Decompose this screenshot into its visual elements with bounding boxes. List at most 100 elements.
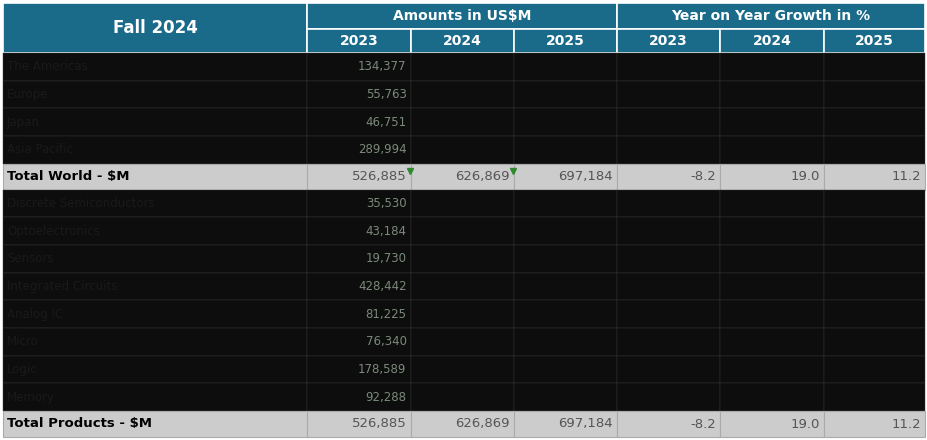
Bar bbox=[719, 29, 822, 53]
Text: Micro: Micro bbox=[7, 335, 39, 348]
Text: Total World - $M: Total World - $M bbox=[7, 170, 130, 183]
Text: 11.2: 11.2 bbox=[891, 170, 920, 183]
Bar bbox=[616, 53, 719, 81]
Bar bbox=[822, 245, 924, 273]
Bar bbox=[822, 356, 924, 383]
Bar bbox=[616, 190, 719, 217]
Text: 19.0: 19.0 bbox=[790, 418, 819, 430]
Bar bbox=[822, 164, 924, 190]
Bar bbox=[410, 301, 514, 328]
Bar bbox=[3, 328, 307, 356]
Text: 35,530: 35,530 bbox=[365, 197, 406, 210]
Text: Fall 2024: Fall 2024 bbox=[112, 19, 197, 37]
Text: 697,184: 697,184 bbox=[558, 418, 613, 430]
Bar bbox=[307, 328, 410, 356]
Bar bbox=[307, 301, 410, 328]
Bar bbox=[616, 136, 719, 164]
Bar bbox=[307, 81, 410, 108]
Bar bbox=[410, 136, 514, 164]
Bar bbox=[719, 53, 822, 81]
Bar bbox=[307, 136, 410, 164]
Bar bbox=[514, 108, 616, 136]
Bar bbox=[822, 81, 924, 108]
Bar bbox=[616, 411, 719, 437]
Bar bbox=[3, 245, 307, 273]
Bar bbox=[410, 81, 514, 108]
Text: Europe: Europe bbox=[7, 88, 48, 101]
Text: 2024: 2024 bbox=[752, 34, 791, 48]
Bar bbox=[3, 136, 307, 164]
Bar bbox=[514, 411, 616, 437]
Text: 2023: 2023 bbox=[649, 34, 687, 48]
Bar bbox=[514, 136, 616, 164]
Bar bbox=[616, 29, 719, 53]
Bar bbox=[719, 108, 822, 136]
Text: Japan: Japan bbox=[7, 116, 40, 128]
Text: 19,730: 19,730 bbox=[365, 252, 406, 265]
Bar bbox=[616, 217, 719, 245]
Bar bbox=[616, 3, 924, 29]
Bar bbox=[514, 81, 616, 108]
Bar bbox=[307, 273, 410, 301]
Bar bbox=[410, 328, 514, 356]
Text: Memory: Memory bbox=[7, 391, 55, 403]
Bar bbox=[307, 3, 616, 29]
Text: Amounts in US$M: Amounts in US$M bbox=[392, 9, 531, 23]
Text: 526,885: 526,885 bbox=[351, 418, 406, 430]
Bar bbox=[822, 328, 924, 356]
Bar bbox=[410, 356, 514, 383]
Bar bbox=[307, 29, 410, 53]
Text: 178,589: 178,589 bbox=[358, 363, 406, 376]
Bar bbox=[822, 108, 924, 136]
Bar bbox=[822, 217, 924, 245]
Bar bbox=[719, 301, 822, 328]
Bar bbox=[307, 356, 410, 383]
Bar bbox=[307, 245, 410, 273]
Bar bbox=[3, 217, 307, 245]
Bar bbox=[410, 273, 514, 301]
Bar bbox=[410, 190, 514, 217]
Bar bbox=[616, 301, 719, 328]
Bar bbox=[410, 383, 514, 411]
Text: Analog IC: Analog IC bbox=[7, 308, 63, 321]
Bar bbox=[616, 164, 719, 190]
Text: Discrete Semiconductors: Discrete Semiconductors bbox=[7, 197, 155, 210]
Bar bbox=[514, 217, 616, 245]
Bar bbox=[410, 217, 514, 245]
Text: The Americas: The Americas bbox=[7, 60, 87, 73]
Bar bbox=[307, 164, 410, 190]
Text: 428,442: 428,442 bbox=[358, 280, 406, 293]
Bar bbox=[822, 53, 924, 81]
Bar bbox=[514, 245, 616, 273]
Bar bbox=[514, 383, 616, 411]
Text: -8.2: -8.2 bbox=[690, 170, 716, 183]
Bar bbox=[3, 3, 307, 53]
Bar bbox=[719, 136, 822, 164]
Bar bbox=[410, 164, 514, 190]
Text: 697,184: 697,184 bbox=[558, 170, 613, 183]
Bar bbox=[514, 328, 616, 356]
Text: 43,184: 43,184 bbox=[365, 225, 406, 238]
Text: 2024: 2024 bbox=[442, 34, 481, 48]
Bar bbox=[3, 273, 307, 301]
Text: 2023: 2023 bbox=[339, 34, 378, 48]
Bar bbox=[3, 301, 307, 328]
Text: 2025: 2025 bbox=[545, 34, 584, 48]
Bar bbox=[719, 245, 822, 273]
Bar bbox=[719, 328, 822, 356]
Text: 626,869: 626,869 bbox=[455, 418, 509, 430]
Bar bbox=[616, 383, 719, 411]
Bar bbox=[719, 190, 822, 217]
Text: 626,869: 626,869 bbox=[455, 170, 509, 183]
Bar bbox=[3, 411, 307, 437]
Text: 526,885: 526,885 bbox=[351, 170, 406, 183]
Text: Logic: Logic bbox=[7, 363, 38, 376]
Bar bbox=[616, 328, 719, 356]
Bar bbox=[410, 411, 514, 437]
Text: 134,377: 134,377 bbox=[358, 60, 406, 73]
Bar bbox=[822, 29, 924, 53]
Bar bbox=[616, 81, 719, 108]
Text: 11.2: 11.2 bbox=[891, 418, 920, 430]
Bar bbox=[514, 273, 616, 301]
Bar bbox=[616, 356, 719, 383]
